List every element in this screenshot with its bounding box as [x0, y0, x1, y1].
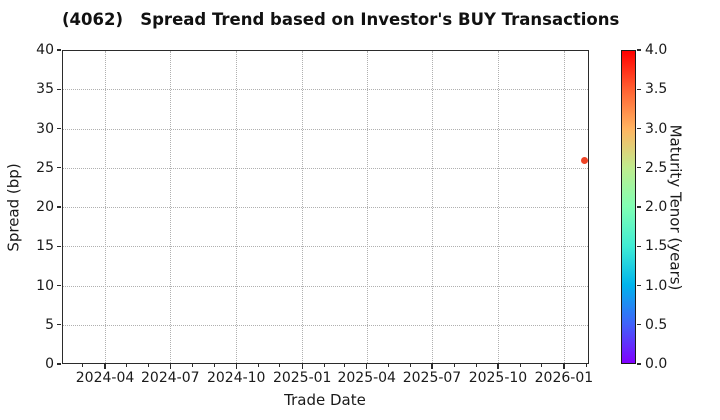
x-gridline [431, 51, 433, 363]
y-tick-label: 30 [36, 120, 54, 137]
y-tick-label: 20 [36, 199, 54, 215]
x-axis-label: Trade Date [284, 391, 366, 409]
y-tick-mark [56, 284, 61, 287]
x-minor-tick-mark [541, 364, 543, 367]
y-tick-mark [56, 206, 61, 208]
x-minor-tick-mark [279, 364, 281, 367]
x-gridline [170, 51, 172, 363]
x-gridline [236, 51, 238, 363]
y-tick-label: 5 [45, 316, 54, 333]
x-tick-label: 2024-10 [206, 370, 266, 386]
x-gridline [105, 51, 107, 363]
colorbar-tick-label: 3.5 [645, 81, 668, 98]
data-point [580, 157, 588, 165]
colorbar-tick-mark [637, 167, 641, 169]
colorbar-tick-mark [637, 49, 641, 51]
y-gridline [63, 89, 588, 91]
colorbar-tick-label: 1.5 [645, 238, 668, 255]
y-tick-mark [56, 167, 61, 169]
x-tick-mark [563, 364, 565, 369]
y-gridline [63, 207, 588, 208]
y-tick-mark [56, 245, 61, 247]
x-tick-mark [235, 364, 237, 369]
x-minor-tick-mark [585, 364, 587, 367]
x-gridline [366, 51, 368, 363]
x-tick-label: 2025-01 [272, 370, 332, 386]
x-tick-mark [431, 364, 433, 369]
colorbar-tick-label: 4.0 [645, 42, 668, 58]
x-tick-mark [366, 364, 368, 369]
y-tick-mark [56, 324, 61, 326]
colorbar-tick-mark [637, 284, 641, 287]
x-minor-tick-mark [387, 364, 389, 367]
y-tick-label: 10 [36, 277, 54, 294]
y-tick-label: 35 [36, 81, 54, 98]
x-tick-mark [104, 364, 106, 369]
x-tick-label: 2026-01 [534, 370, 594, 386]
x-minor-tick-mark [82, 364, 84, 367]
colorbar-tick-mark [637, 88, 641, 90]
y-tick-mark [56, 127, 61, 130]
x-minor-tick-mark [126, 364, 128, 367]
y-tick-mark [56, 88, 61, 90]
x-gridline [563, 51, 565, 363]
x-minor-tick-mark [519, 364, 521, 367]
colorbar-tick-label: 1.0 [645, 277, 668, 294]
y-tick-mark [56, 49, 61, 51]
y-tick-label: 25 [36, 159, 54, 176]
x-minor-tick-mark [453, 364, 455, 367]
colorbar-tick-label: 3.0 [645, 120, 668, 137]
y-gridline [63, 167, 588, 169]
y-tick-label: 40 [36, 42, 54, 58]
y-gridline [63, 285, 588, 287]
x-minor-tick-mark [344, 364, 345, 367]
x-tick-label: 2025-07 [402, 370, 462, 386]
x-minor-tick-mark [323, 364, 325, 367]
colorbar-tick-label: 0.5 [645, 316, 668, 333]
colorbar-tick-label: 0.0 [645, 356, 668, 372]
x-gridline [497, 51, 499, 363]
chart-title: (4062) Spread Trend based on Investor's … [62, 10, 620, 29]
plot-area [62, 50, 589, 364]
colorbar-label: Maturity Tenor (years) [666, 124, 685, 291]
x-minor-tick-mark [257, 364, 259, 367]
y-tick-label: 0 [45, 356, 54, 372]
colorbar-tick-mark [637, 245, 641, 247]
colorbar-tick-label: 2.5 [645, 159, 668, 176]
x-tick-label: 2024-07 [141, 370, 200, 386]
y-gridline [63, 324, 588, 326]
x-tick-mark [169, 364, 171, 369]
x-tick-mark [497, 364, 499, 369]
colorbar [621, 50, 636, 364]
x-minor-tick-mark [409, 364, 411, 367]
x-tick-label: 2024-04 [75, 370, 135, 386]
colorbar-tick-mark [637, 363, 641, 365]
colorbar-tick-mark [637, 206, 641, 208]
x-gridline [302, 51, 304, 363]
x-tick-label: 2025-10 [468, 370, 528, 386]
x-tick-mark [301, 364, 303, 369]
y-gridline [63, 128, 588, 130]
x-minor-tick-mark [214, 364, 216, 367]
x-minor-tick-mark [475, 364, 477, 367]
x-tick-label: 2025-04 [337, 370, 396, 386]
y-gridline [63, 246, 588, 248]
colorbar-tick-label: 2.0 [645, 199, 668, 215]
y-tick-label: 15 [36, 238, 54, 255]
colorbar-tick-mark [637, 324, 641, 326]
x-minor-tick-mark [148, 364, 150, 367]
colorbar-tick-mark [637, 127, 641, 130]
x-minor-tick-mark [191, 364, 193, 367]
y-tick-mark [56, 363, 61, 365]
